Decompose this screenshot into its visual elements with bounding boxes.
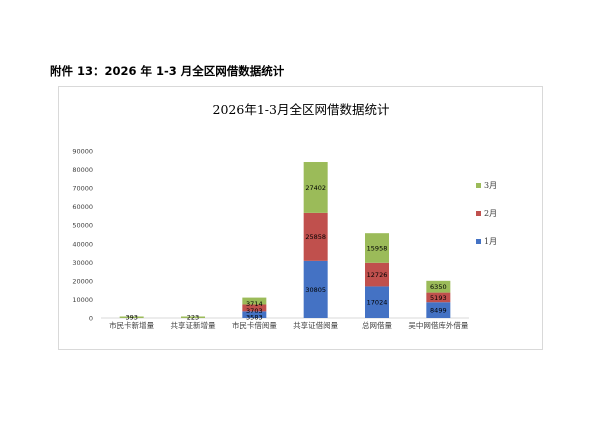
x-tick-label: 总网借量 xyxy=(362,320,392,330)
y-tick-label: 40000 xyxy=(72,240,93,248)
bar-segment xyxy=(242,297,267,305)
x-tick-label: 共享证新增量 xyxy=(171,320,216,330)
data-label: 15958 xyxy=(367,244,388,252)
x-tick-label: 共享证借阅量 xyxy=(293,320,338,330)
y-tick-label: 90000 xyxy=(72,148,93,156)
data-label: 25858 xyxy=(305,233,326,241)
y-tick-label: 10000 xyxy=(72,296,93,304)
bar-segment xyxy=(365,262,389,287)
data-label: 5193 xyxy=(430,294,447,302)
data-label: 12726 xyxy=(367,271,388,279)
bar-segment xyxy=(119,316,144,318)
bar-segment xyxy=(303,162,328,213)
chart-frame: 2026年1-3月全区网借数据统计 0 10000 20000 30000 40000 5… xyxy=(58,86,543,350)
data-label: 8499 xyxy=(430,307,447,315)
document-heading: 附件 13：2026 年 1-3 月全区网借数据统计 xyxy=(50,64,285,78)
bar-segment xyxy=(242,304,267,312)
data-label: 6350 xyxy=(430,283,447,291)
data-label: 393 xyxy=(125,314,137,322)
stacked-bar-chart: 2026年1-3月全区网借数据统计 0 10000 20000 30000 40000 5… xyxy=(72,102,497,330)
chart-title: 2026年1-3月全区网借数据统计 xyxy=(213,102,390,117)
bar-segment xyxy=(426,302,451,318)
bar-segment xyxy=(426,280,451,293)
bar-segment xyxy=(303,212,328,261)
bar-segment xyxy=(242,311,267,318)
y-tick-label: 50000 xyxy=(72,222,93,230)
legend-swatch xyxy=(476,211,481,216)
legend-swatch xyxy=(476,239,481,244)
legend-swatch xyxy=(476,183,481,188)
data-label: 3703 xyxy=(246,307,263,315)
y-tick-label: 80000 xyxy=(72,166,93,174)
bar-segment xyxy=(365,286,389,318)
x-tick-label: 吴中网借库外借量 xyxy=(408,320,468,330)
data-label: 3583 xyxy=(246,314,263,322)
bar-segment xyxy=(365,233,389,263)
data-label: 27402 xyxy=(305,184,326,192)
legend-label: 2月 xyxy=(484,209,497,218)
bar-segment xyxy=(426,292,451,303)
y-tick-label: 0 xyxy=(89,315,93,323)
bar-segment xyxy=(181,316,205,318)
x-tick-label: 市民卡借阅量 xyxy=(232,320,277,330)
data-label: 3714 xyxy=(246,300,263,308)
legend-label: 1月 xyxy=(484,237,497,246)
y-tick-label: 70000 xyxy=(72,185,93,193)
data-label: 30805 xyxy=(305,286,326,294)
data-label: 17024 xyxy=(367,299,388,307)
y-tick-label: 30000 xyxy=(72,259,93,267)
legend-label: 3月 xyxy=(484,181,497,190)
data-label: 223 xyxy=(187,314,199,322)
y-tick-label: 60000 xyxy=(72,203,93,211)
x-tick-label: 市民卡新增量 xyxy=(109,320,154,330)
y-tick-label: 20000 xyxy=(72,277,93,285)
bar-segment xyxy=(303,260,328,318)
